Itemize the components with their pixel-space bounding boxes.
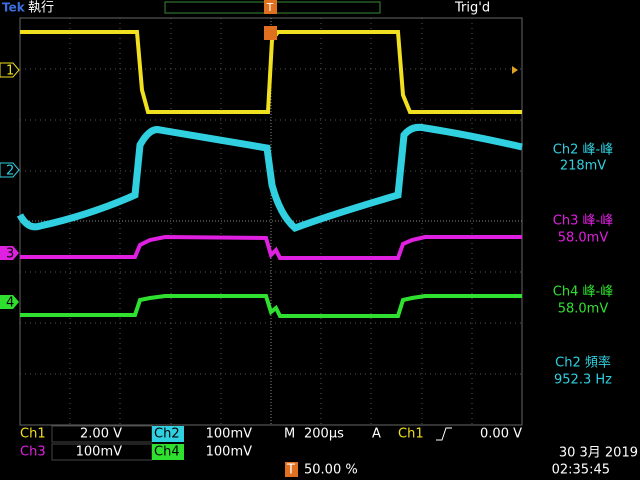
ch3-waveform: [20, 234, 522, 260]
measurement-label: Ch2 頻率: [555, 355, 611, 371]
ch4-marker: 4: [6, 296, 14, 311]
ch1-label: Ch1: [20, 427, 46, 442]
measurement-value: 218mV: [560, 159, 606, 174]
measurement-value: 58.0mV: [558, 231, 609, 246]
measurement-value: 58.0mV: [558, 302, 609, 317]
position-marker: T: [286, 463, 295, 478]
trigger-marker: T: [266, 1, 274, 14]
time: 02:35:45: [552, 463, 610, 478]
ch1-marker: 1: [6, 64, 14, 79]
run-state: 執行: [28, 0, 54, 16]
position-value: 50.00 %: [304, 463, 358, 478]
ch2-scale: 100mV: [206, 427, 252, 442]
ch3-label: Ch3: [20, 445, 46, 460]
ch4-waveform: [20, 294, 522, 318]
ch4-label-box: [152, 444, 184, 460]
logo: Tek: [2, 1, 26, 15]
trigger-level: 0.00 V: [480, 427, 522, 442]
measurement-label: Ch2 峰-峰: [553, 143, 613, 158]
channel-markers: 1 2 3 4: [0, 26, 518, 311]
trigger-slope: [436, 427, 452, 441]
measurement-value: 952.3 Hz: [554, 373, 612, 388]
trigger-state: Trig'd: [454, 1, 490, 16]
position-marker-box: [285, 462, 298, 477]
ch1-scale: 2.00 V: [80, 427, 122, 442]
trigger-mode: A: [372, 427, 381, 442]
ch3-marker: 3: [6, 247, 14, 262]
measurement-label: Ch4 峰-峰: [553, 285, 613, 300]
ch4-scale: 100mV: [206, 445, 252, 460]
trigger-source: Ch1: [398, 427, 424, 442]
ch2-marker: 2: [6, 164, 14, 179]
ch2-label-box: [152, 426, 184, 442]
ch3-scale: 100mV: [76, 445, 122, 460]
timebase-label: M: [284, 427, 295, 442]
timebase-value: 200µs: [304, 427, 344, 442]
trigger-marker-box: [264, 0, 277, 14]
ch2-waveform: [16, 123, 523, 233]
ch4-label: Ch4: [154, 445, 180, 460]
ch2-label: Ch2: [154, 427, 180, 442]
date: 30 3月 2019: [559, 446, 638, 461]
measurement-label: Ch3 峰-峰: [553, 214, 613, 229]
